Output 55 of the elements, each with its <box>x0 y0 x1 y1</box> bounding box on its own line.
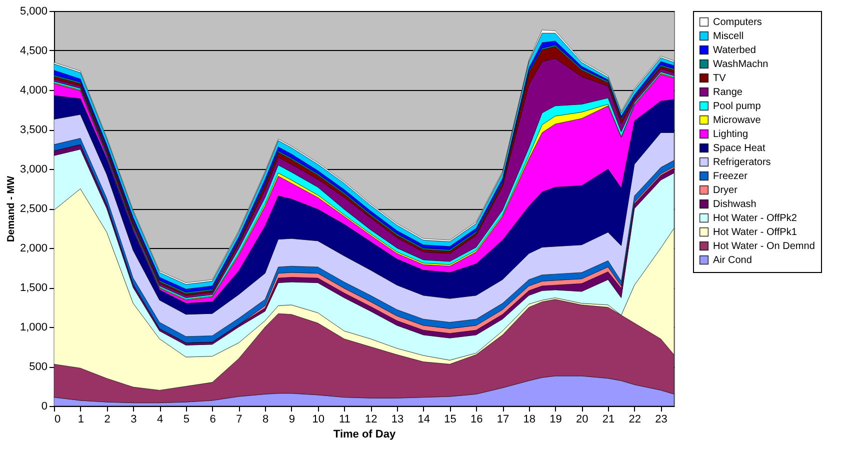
legend-label: Miscell <box>713 31 744 42</box>
legend-label: Waterbed <box>713 45 756 56</box>
y-tick-label: 0 <box>41 400 48 412</box>
x-tick-label: 7 <box>236 414 242 426</box>
legend-label: Hot Water - On Demnd <box>713 241 815 252</box>
x-tick-label: 17 <box>496 414 510 426</box>
x-axis-title: Time of Day <box>333 428 396 440</box>
x-tick-label: 1 <box>78 414 84 426</box>
x-tick-label: 8 <box>262 414 269 426</box>
legend-label: Hot Water - OffPk2 <box>713 213 798 224</box>
x-tick-label: 3 <box>130 414 137 426</box>
x-tick-label: 19 <box>550 414 562 426</box>
legend-label: Microwave <box>713 115 762 126</box>
x-tick-label: 12 <box>364 414 378 426</box>
legend-label: Dishwash <box>713 199 756 210</box>
x-tick-label: 0 <box>54 414 61 426</box>
y-tick-label: 2,500 <box>20 203 48 215</box>
y-tick-label: 2,000 <box>20 242 48 254</box>
legend-label: Computers <box>713 17 762 28</box>
y-tick-label: 1,000 <box>20 322 48 334</box>
x-tick-label: 18 <box>523 414 536 426</box>
y-tick-label: 3,500 <box>20 124 48 136</box>
legend-label: Pool pump <box>713 101 762 112</box>
x-tick-label: 16 <box>470 414 483 426</box>
y-tick-label: 4,500 <box>20 45 48 57</box>
x-tick-label: 13 <box>391 414 404 426</box>
x-tick-label: 2 <box>104 414 110 426</box>
y-tick-label: 500 <box>29 361 48 373</box>
legend-label: Space Heat <box>713 143 766 154</box>
y-tick-label: 4,000 <box>20 84 48 96</box>
y-axis-title: Demand - MW <box>6 175 17 242</box>
x-tick-label: 20 <box>576 414 588 426</box>
legend-label: Dryer <box>713 185 738 196</box>
x-tick-label: 6 <box>210 414 216 426</box>
legend-label: TV <box>713 73 726 84</box>
y-tick-label: 5,000 <box>20 6 48 18</box>
legend-label: Freezer <box>713 171 748 182</box>
x-tick-label: 21 <box>602 414 615 426</box>
legend-label: Air Cond <box>713 255 752 266</box>
x-tick-label: 10 <box>312 414 324 426</box>
legend-label: WashMachn <box>713 59 768 70</box>
x-tick-label: 5 <box>183 414 190 426</box>
y-tick-label: 1,500 <box>20 282 48 294</box>
x-tick-label: 22 <box>628 414 642 426</box>
x-tick-label: 4 <box>156 414 164 426</box>
x-tick-label: 9 <box>288 414 296 426</box>
legend-label: Range <box>713 87 743 98</box>
y-tick-label: 3,000 <box>20 164 48 176</box>
legend-label: Hot Water - OffPk1 <box>713 227 798 238</box>
legend-label: Refrigerators <box>713 157 771 168</box>
x-tick-label: 23 <box>655 414 668 426</box>
legend-label: Lighting <box>713 129 748 140</box>
x-tick-label: 11 <box>339 414 350 426</box>
x-tick-label: 15 <box>444 414 456 426</box>
x-tick-label: 14 <box>418 414 430 426</box>
